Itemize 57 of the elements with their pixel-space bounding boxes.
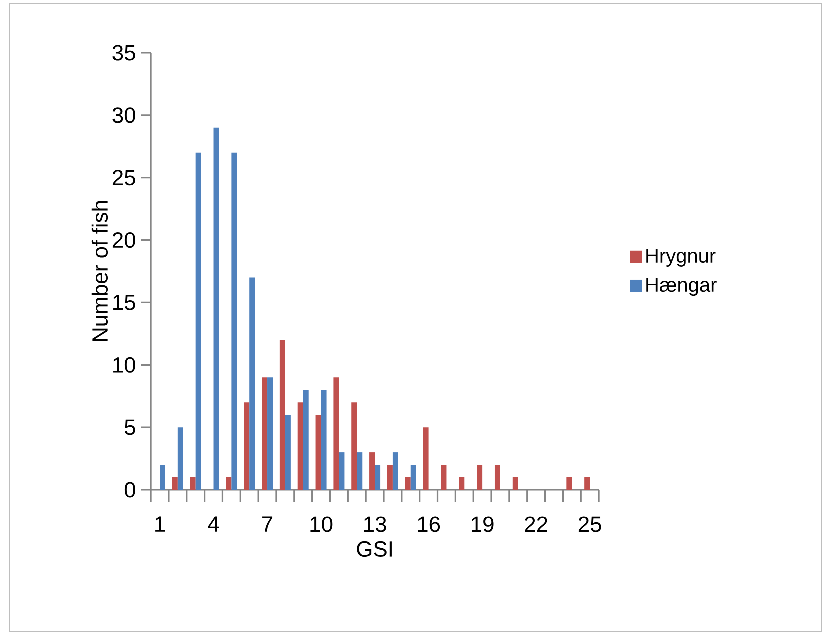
bar [303, 390, 309, 490]
y-tick-label: 20 [112, 232, 136, 248]
x-tick-label: 25 [578, 516, 602, 532]
bar [268, 378, 274, 490]
bar [262, 378, 268, 490]
bar [352, 402, 358, 490]
x-tick-label: 22 [525, 516, 548, 532]
x-tick-label: 1 [156, 516, 166, 532]
x-tick-label: 16 [418, 516, 440, 532]
bar [459, 478, 465, 490]
bar [370, 452, 376, 490]
y-tick-label: 0 [124, 482, 136, 498]
y-tick-label: 35 [112, 45, 136, 61]
bar [280, 340, 286, 490]
bar [410, 465, 416, 490]
x-tick-label: 19 [472, 516, 494, 532]
x-tick-label: 13 [364, 516, 386, 532]
y-tick-label: 5 [124, 420, 136, 436]
bar [423, 428, 429, 490]
bar [357, 452, 363, 490]
bar [250, 278, 256, 490]
bar [584, 478, 590, 490]
legend-label: Hængar [646, 278, 717, 296]
bar [316, 415, 322, 490]
x-tick-label: 4 [208, 516, 220, 532]
y-tick-label: 10 [114, 357, 136, 373]
bar [160, 465, 166, 490]
bar [298, 402, 304, 490]
bar [214, 128, 220, 490]
bar [334, 378, 340, 490]
bar [387, 465, 393, 490]
bar [512, 478, 518, 490]
bar [375, 465, 381, 490]
bar [190, 478, 196, 490]
bar [405, 478, 411, 490]
bar [339, 452, 345, 490]
bar [392, 452, 398, 490]
bar [285, 415, 291, 490]
y-tick-label: 30 [112, 108, 136, 124]
bar [477, 465, 483, 490]
bar [441, 465, 447, 490]
bar [172, 478, 178, 490]
bar [244, 402, 250, 490]
y-tick-label: 25 [112, 170, 136, 186]
x-axis-title: GSI [357, 541, 392, 558]
y-axis-title: Number of fish [92, 201, 108, 342]
y-tick-label: 15 [114, 295, 136, 310]
bar [196, 152, 202, 490]
x-tick-label: 10 [310, 516, 333, 532]
bar [494, 465, 500, 490]
bar [566, 478, 572, 490]
bar [232, 152, 238, 490]
x-tick-label: 7 [262, 516, 273, 532]
legend-label: Hrygnur [646, 249, 716, 267]
bar [178, 428, 184, 490]
bar [321, 390, 327, 490]
bar [226, 478, 232, 490]
